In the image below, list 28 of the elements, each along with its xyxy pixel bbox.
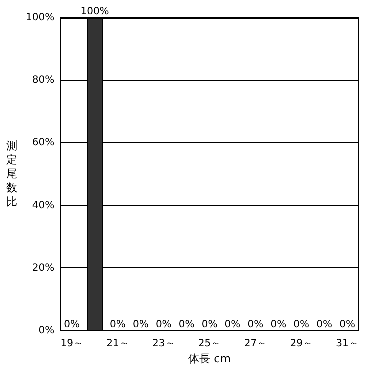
data-label: 0% — [156, 319, 172, 330]
x-tick-label: 19～ — [60, 338, 84, 350]
x-tick-label: 21～ — [106, 338, 130, 350]
y-tick-label: 40% — [32, 200, 55, 212]
data-label: 0% — [64, 319, 80, 330]
data-label: 0% — [294, 319, 310, 330]
x-tick-label: 31～ — [336, 338, 359, 350]
y-tick-label: 100% — [26, 12, 55, 24]
y-tick-label: 20% — [32, 262, 55, 274]
data-label: 100% — [80, 6, 110, 18]
data-label: 0% — [224, 319, 241, 330]
y-tick-label: 0% — [38, 325, 55, 336]
data-label: 0% — [316, 319, 333, 330]
data-label: 0% — [340, 319, 356, 330]
data-label: 0% — [132, 319, 149, 330]
x-tick-label: 27～ — [244, 338, 268, 350]
y-tick-label: 80% — [32, 75, 55, 86]
y-axis-title: 測定尾数比 — [6, 139, 18, 208]
data-label: 0% — [178, 319, 195, 330]
data-label: 0% — [270, 319, 287, 330]
x-tick-label: 25～ — [198, 338, 222, 350]
data-label: 0% — [248, 319, 264, 330]
x-tick-label: 23～ — [152, 338, 176, 350]
data-label: 0% — [110, 319, 126, 330]
y-tick-label: 60% — [32, 138, 55, 149]
data-label: 0% — [202, 319, 218, 330]
x-axis-title: 体長 cm — [188, 352, 231, 366]
x-tick-label: 29～ — [290, 338, 313, 350]
